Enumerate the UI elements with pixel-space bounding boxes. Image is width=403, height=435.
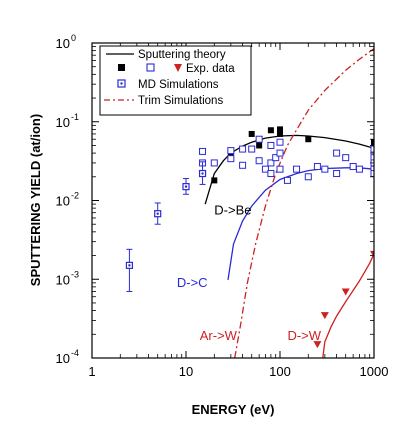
curve-annotation: D->W [287,328,321,343]
c-exp-marker [255,135,263,143]
legend-label: Sputtering theory [138,49,226,61]
c-exp-marker [267,170,275,178]
y-tick-exponent: 0 [71,33,76,43]
md-marker-dot [128,264,131,267]
md-marker-dot [156,212,159,215]
y-tick-exponent: -3 [71,269,79,279]
legend-md-dot [120,82,123,85]
y-tick-label: 10 [56,351,70,366]
y-tick-label: 10 [56,115,70,130]
plot-area [125,48,374,358]
c-exp-marker [349,163,357,171]
c-exp-marker [276,149,284,157]
y-tick-label: 10 [56,272,70,287]
be-exp-marker [256,142,263,149]
c-exp-marker [355,165,363,173]
legend-label: Trim Simulations [138,95,223,107]
c-exp-marker [276,138,284,146]
c-exp-marker [267,141,275,149]
be-exp-marker [248,130,255,137]
c-exp-marker [370,170,374,178]
c-exp-marker [293,165,301,173]
y-tick-exponent: -4 [71,348,79,358]
curve-annotation: D->Be [214,203,251,218]
x-tick-label: 10 [179,364,193,379]
be-exp-marker [371,139,374,146]
series-line [227,167,374,280]
c-exp-marker [227,155,235,163]
series-line [322,253,374,358]
y-axis-label: SPUTTERING YIELD (at/ion) [28,114,43,286]
y-tick-exponent: -1 [71,112,79,122]
c-exp-marker [248,145,256,153]
md-marker-dot [201,172,204,175]
legend-open-square [146,63,155,72]
x-tick-label: 100 [269,364,291,379]
x-tick-label: 1000 [360,364,389,379]
series-line [234,48,374,358]
y-tick-label: 10 [56,36,70,51]
c-exp-marker [276,165,284,173]
c-exp-marker [272,154,280,162]
legend-label: Exp. data [186,63,235,75]
md-marker-dot [184,185,188,188]
c-exp-marker [333,170,341,178]
c-exp-marker [267,159,275,167]
legend-filled-square [118,64,125,71]
be-exp-marker [267,127,274,134]
be-exp-marker [211,177,218,184]
legend-triangle [174,64,182,72]
be-exp-marker [305,136,312,143]
be-exp-marker [277,130,283,137]
c-exp-marker [370,165,374,173]
curve-annotation: D->C [177,275,208,290]
c-exp-marker [370,154,374,162]
c-exp-marker [283,176,291,184]
c-exp-marker [199,147,207,155]
w-exp-marker [313,341,322,349]
y-tick-label: 10 [56,194,70,209]
c-exp-marker [321,165,329,173]
c-exp-marker [227,147,235,155]
plot-layer [125,48,374,358]
c-exp-marker [255,157,263,165]
c-exp-marker [370,145,374,153]
c-exp-marker [333,149,341,157]
c-exp-marker [239,145,247,153]
w-exp-marker [341,288,350,296]
w-exp-marker [320,312,329,320]
annotations: D->Be D->C Ar->W D->W [177,203,322,343]
c-exp-marker [313,163,321,171]
be-exp-marker [277,126,283,133]
c-exp-marker [261,165,269,173]
series-line [204,134,374,205]
legend-label: MD Simulations [138,79,219,91]
x-tick-label: 1 [88,364,95,379]
c-exp-marker [304,173,312,181]
c-exp-marker [239,161,247,169]
c-exp-marker [342,154,350,162]
legend: Sputtering theory Exp. data MD Simulations… [99,45,252,116]
w-exp-marker [370,250,374,258]
curve-annotation: Ar->W [200,328,238,343]
x-axis-label: ENERGY (eV) [192,402,275,417]
c-exp-marker [210,159,218,167]
y-tick-exponent: -2 [71,191,79,201]
